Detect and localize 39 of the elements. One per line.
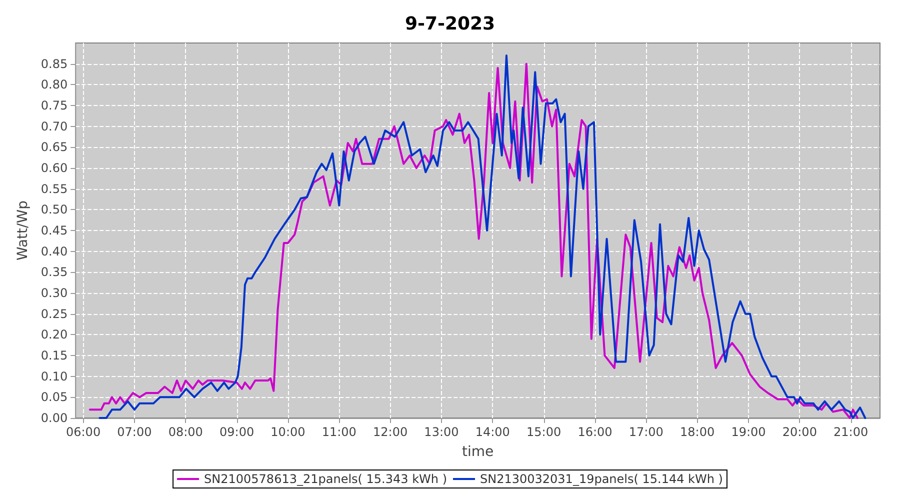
legend-label: SN2130032031_19panels( 15.144 kWh ) xyxy=(480,472,723,486)
x-tick-label: 06:00 xyxy=(66,425,101,439)
x-tick-label: 17:00 xyxy=(628,425,664,439)
y-tick-label: 0.75 xyxy=(40,98,68,112)
x-tick-label: 07:00 xyxy=(117,425,152,439)
x-tick-label: 20:00 xyxy=(782,425,817,439)
x-tick-label: 13:00 xyxy=(424,425,459,439)
chart-title: 9-7-2023 xyxy=(404,14,496,34)
legend-label: SN2100578613_21panels( 15.343 kWh ) xyxy=(204,472,448,486)
y-tick-label: 0.60 xyxy=(40,161,68,175)
y-tick-label: 0.30 xyxy=(40,286,68,300)
y-tick-label: 0.50 xyxy=(40,202,68,217)
y-tick-label: 0.15 xyxy=(40,348,68,362)
x-tick-label: 18:00 xyxy=(680,425,715,439)
y-axis-title: Watt/Wp xyxy=(15,200,31,260)
y-tick-label: 0.70 xyxy=(40,119,68,134)
x-axis-title: time xyxy=(462,444,494,460)
x-tick-label: 09:00 xyxy=(220,425,254,439)
y-tick-label: 0.40 xyxy=(40,244,68,258)
y-tick-label: 0.20 xyxy=(40,328,68,342)
y-tick-label: 0.55 xyxy=(40,182,68,196)
x-tick-label: 10:00 xyxy=(270,425,306,439)
y-tick-label: 0.05 xyxy=(40,390,68,404)
y-tick-label: 0.85 xyxy=(40,56,68,71)
x-tick-label: 19:00 xyxy=(731,425,766,439)
x-tick-label: 21:00 xyxy=(834,425,868,439)
y-tick-label: 0.10 xyxy=(40,369,68,384)
x-tick-label: 14:00 xyxy=(475,425,510,439)
x-tick-label: 15:00 xyxy=(526,425,562,439)
y-tick-label: 0.65 xyxy=(40,140,68,154)
x-tick-label: 11:00 xyxy=(322,425,356,439)
x-tick-label: 08:00 xyxy=(168,425,203,439)
y-tick-label: 0.35 xyxy=(40,265,68,280)
x-tick-label: 12:00 xyxy=(373,425,408,439)
y-tick-label: 0.80 xyxy=(40,78,68,92)
x-tick-label: 16:00 xyxy=(578,425,612,439)
y-tick-label: 0.00 xyxy=(40,411,68,425)
y-tick-label: 0.25 xyxy=(40,306,68,321)
y-tick-label: 0.45 xyxy=(40,224,68,238)
